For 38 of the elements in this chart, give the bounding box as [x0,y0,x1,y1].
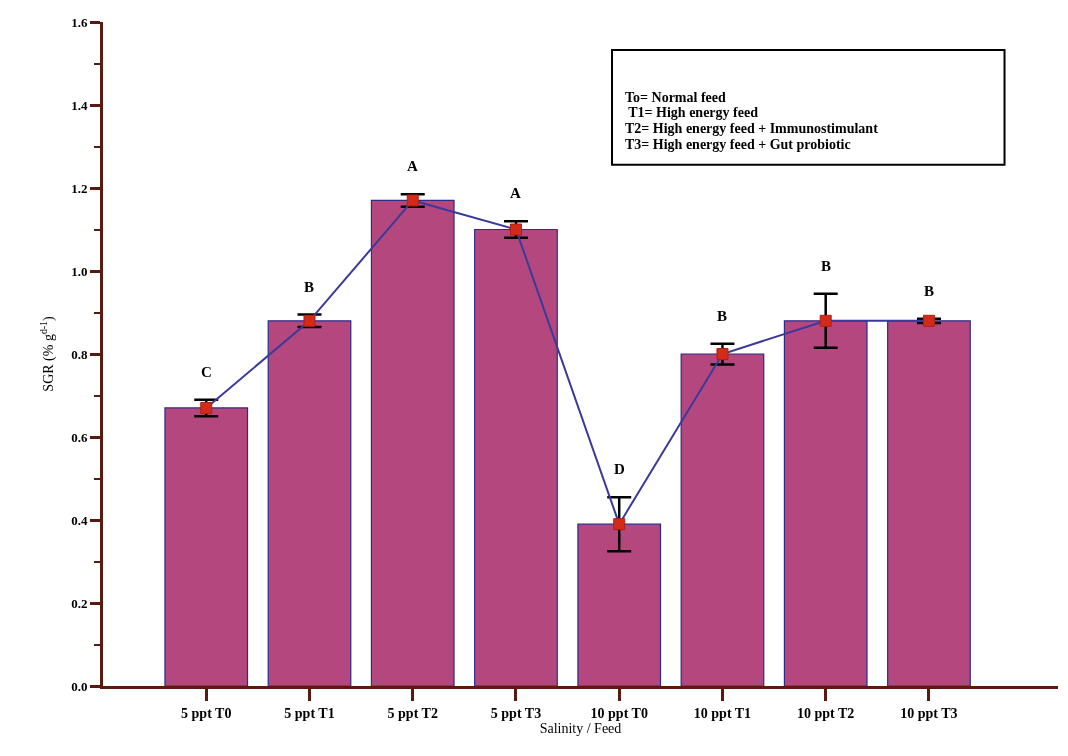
y-tick-label: 0.8 [71,346,88,362]
bar [887,320,971,686]
annotation: D [614,461,625,477]
x-tick-label: 5 ppt T1 [284,705,335,721]
bar [164,407,249,686]
bar [680,353,765,686]
annotation: B [924,283,935,299]
y-tick-label: 0.2 [71,595,88,611]
y-tick-label: 1.4 [71,97,88,113]
y-tick-label: 1.6 [71,14,88,30]
y-tick-label: 1.0 [71,263,88,279]
annotation: A [407,158,418,174]
y-tick-label: 1.2 [71,180,88,196]
y-tick-label: 0.4 [71,512,88,528]
bar [267,320,352,686]
annotation: A [510,185,521,201]
bar [370,199,455,686]
x-tick-label: 5 ppt T0 [181,705,232,721]
annotation: T3= High energy feed + Gut probiotic [625,137,851,152]
annotation: To= Normal feed [625,90,726,105]
bar [474,228,558,686]
x-tick-label: 10 ppt T1 [693,705,752,721]
x-tick-label: 5 ppt T3 [490,705,542,721]
x-tick-label: 5 ppt T2 [387,705,438,721]
bar [783,320,868,686]
x-axis-title: Salinity / Feed [539,721,622,737]
annotation: C [201,364,212,380]
annotation: T2= High energy feed + Immunostimulant [625,121,879,136]
annotation: B [304,279,315,295]
annotation: T1= High energy feed [625,105,759,120]
y-tick-label: 0.6 [71,429,88,445]
annotation: B [717,308,728,324]
x-tick-label: 10 ppt T0 [590,705,648,721]
bar [577,523,662,686]
annotation: B [821,258,832,274]
x-tick-label: 10 ppt T3 [900,705,958,721]
x-tick-label: 10 ppt T2 [797,705,855,721]
y-tick-label: 0.0 [71,678,88,694]
